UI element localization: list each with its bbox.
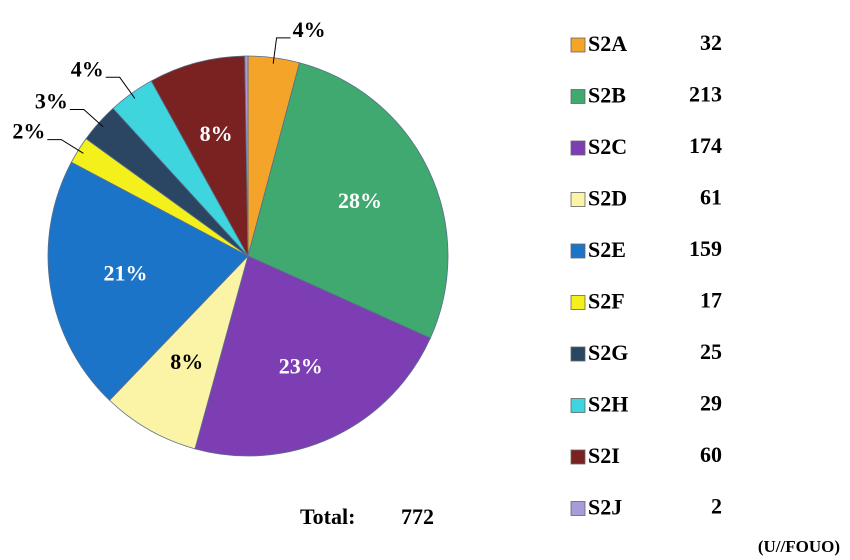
leader-line	[105, 76, 136, 99]
legend-value: 32	[700, 30, 722, 55]
pie-slice	[108, 255, 249, 450]
slice-label: 28%	[338, 188, 382, 213]
legend-swatch	[570, 140, 586, 156]
legend-value: 60	[700, 442, 722, 467]
legend-swatch	[570, 243, 586, 259]
legend-value: 29	[700, 391, 722, 416]
legend-swatch	[570, 37, 586, 53]
slice-label: 8%	[170, 349, 203, 374]
pie-slice	[150, 55, 249, 257]
legend-value: 213	[689, 82, 722, 107]
legend-label: S2A	[588, 31, 627, 56]
leader-line	[69, 109, 104, 128]
slice-label: 23%	[279, 353, 323, 378]
legend-swatch	[570, 346, 586, 362]
legend-value: 61	[700, 185, 722, 210]
legend-swatch	[570, 501, 586, 516]
legend-label: S2J	[588, 495, 622, 520]
pie-slice	[194, 255, 431, 457]
legend-value: 25	[700, 339, 722, 364]
slice-label: 4%	[293, 17, 326, 42]
slice-label: 21%	[104, 261, 148, 286]
legend-swatch	[570, 192, 586, 207]
leader-line	[47, 139, 84, 154]
legend-value: 2	[711, 494, 722, 519]
legend-label: S2F	[588, 289, 625, 314]
leader-line	[272, 37, 291, 64]
pie-slice	[244, 55, 249, 257]
legend-value: 159	[689, 236, 722, 261]
legend-value: 17	[700, 288, 722, 313]
legend-swatch	[570, 449, 586, 465]
legend-label: S2B	[588, 83, 626, 108]
legend-value: 174	[689, 133, 722, 158]
legend-label: S2G	[588, 340, 628, 365]
legend-label: S2C	[588, 134, 627, 159]
legend-label: S2D	[588, 186, 627, 211]
legend-swatch	[570, 398, 586, 413]
legend-label: S2E	[588, 237, 626, 262]
legend-swatch	[570, 295, 586, 310]
total-label: Total:	[300, 504, 355, 529]
classification: (U//FOUO)	[758, 537, 840, 556]
legend-label: S2H	[588, 392, 628, 417]
legend-label: S2I	[588, 443, 620, 468]
pie-slice	[47, 161, 249, 401]
legend-swatch	[570, 89, 586, 104]
total-value: 772	[401, 504, 434, 529]
pie-slice	[247, 62, 449, 339]
slice-label: 2%	[12, 119, 45, 144]
slice-label: 8%	[200, 121, 233, 146]
slice-label: 4%	[71, 56, 104, 81]
slice-label: 3%	[35, 89, 68, 114]
